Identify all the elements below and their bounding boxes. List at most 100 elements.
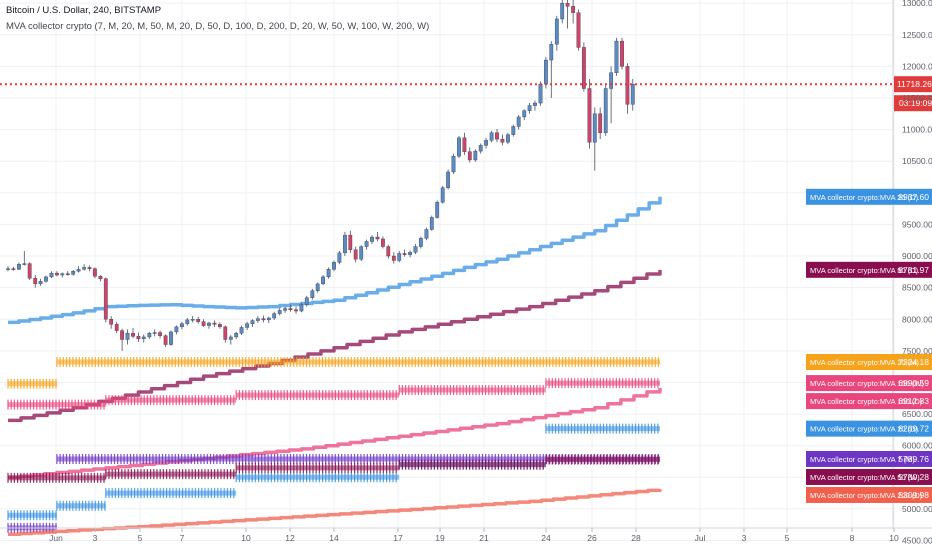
candle-body <box>163 335 168 345</box>
candle-body <box>266 317 271 321</box>
series-end-label-value: 7324.18 <box>898 357 929 367</box>
candle-body <box>228 336 233 340</box>
series-end-label-name: MVA collector crypto:MVA 20 (M) <box>810 358 919 367</box>
candle-body <box>169 331 173 345</box>
series-cross-marks <box>105 469 235 480</box>
countdown-badge <box>894 95 932 112</box>
y-tick-label: 5000.00 <box>902 504 932 514</box>
candle-body <box>76 269 81 272</box>
candle-body <box>565 2 570 7</box>
candle-body <box>44 276 48 282</box>
candle-body <box>196 319 201 322</box>
candle-body <box>527 105 532 111</box>
candle-body <box>630 84 635 105</box>
candle-body <box>451 155 456 173</box>
candle-body <box>592 113 597 143</box>
x-tick-label: 7 <box>180 533 185 543</box>
series-cross-marks <box>398 385 544 396</box>
candle-body <box>321 276 325 285</box>
series-end-label-name: MVA collector crypto:MVA 50 (D) <box>810 266 919 275</box>
candle-body <box>38 281 43 285</box>
x-tick-label: 19 <box>435 533 445 543</box>
x-tick-label: 10 <box>241 533 251 543</box>
series-cross-marks <box>105 488 235 499</box>
candle-body <box>283 308 287 311</box>
y-tick-label: 4500.00 <box>902 536 932 546</box>
y-tick-label: 13000.00 <box>902 0 932 8</box>
last-price-badge <box>894 76 932 93</box>
candle-body <box>245 323 250 328</box>
series-end-label-value: 6912.83 <box>898 396 929 406</box>
series-cross-marks <box>7 399 105 410</box>
x-tick-label: 12 <box>285 533 295 543</box>
candle-body <box>473 150 478 161</box>
x-tick-label: 5 <box>785 533 790 543</box>
candle-body <box>98 276 103 279</box>
y-tick-label: 6500.00 <box>902 409 932 419</box>
candle-body <box>533 102 537 106</box>
candle-body <box>103 278 108 320</box>
x-tick-label: 3 <box>93 533 98 543</box>
candle-body <box>288 308 293 310</box>
candle-body <box>603 88 608 133</box>
countdown-value: 03:19:09 <box>899 98 932 108</box>
candle-body <box>92 268 97 277</box>
candle-body <box>310 290 315 298</box>
candle-body <box>359 246 364 260</box>
candle-body <box>217 324 222 328</box>
series-cross-marks <box>56 500 106 511</box>
series-cross-marks <box>7 472 105 483</box>
series-cross-marks <box>545 423 659 434</box>
candle-body <box>511 126 516 135</box>
x-tick-label: 3 <box>742 533 747 543</box>
candle-body <box>625 66 630 105</box>
candle-body <box>60 273 65 276</box>
series-cross-marks <box>235 462 397 473</box>
candle-body <box>87 267 92 269</box>
candle-body <box>114 324 119 331</box>
candle-body <box>337 252 342 263</box>
candle-body <box>408 252 413 255</box>
candle-body <box>609 72 614 89</box>
candle-body <box>239 327 244 334</box>
candle-body <box>17 264 21 270</box>
candle-body <box>207 322 211 326</box>
candle-body <box>391 255 396 261</box>
candle-body <box>364 241 369 247</box>
y-tick-label: 8500.00 <box>902 283 932 293</box>
candle-body <box>484 140 488 146</box>
last-price-layer: 11718.26 03:19:09 <box>0 76 932 112</box>
candle-body <box>304 297 309 305</box>
candle-body <box>277 310 282 314</box>
y-tick-label: 6000.00 <box>902 441 932 451</box>
candle-body <box>375 236 380 240</box>
candle-body <box>581 47 586 89</box>
candle-body <box>353 249 358 260</box>
series-end-label-bg <box>806 420 932 437</box>
candle-body <box>272 313 277 319</box>
candle-body <box>131 332 135 337</box>
candle-body <box>212 322 217 325</box>
series-end-label-name: MVA collector crypto:MVA 100 (W) <box>810 379 924 388</box>
candle-body <box>560 2 565 20</box>
candle-body <box>152 332 157 334</box>
candle-body <box>386 246 391 257</box>
x-tick-label: 21 <box>479 533 489 543</box>
candle-body <box>571 6 576 13</box>
series-line <box>8 196 662 325</box>
candle-body <box>55 272 59 276</box>
x-tick-label: 17 <box>393 533 403 543</box>
candle-body <box>549 44 554 61</box>
candle-body <box>614 40 619 73</box>
series-end-label-bg <box>806 393 932 410</box>
candle-body <box>457 137 461 157</box>
series-end-label-value: 5309.98 <box>898 490 929 500</box>
series-end-label-name: MVA collector crypto:MVA 20 (D) <box>810 193 919 202</box>
series-end-label-value: 5789.76 <box>898 454 929 464</box>
candle-body <box>370 236 374 242</box>
candle-body <box>522 110 527 118</box>
x-tick-label: Jul <box>695 533 706 543</box>
series-end-label-value: 6990.59 <box>898 378 929 388</box>
x-tick-label: 24 <box>541 533 551 543</box>
